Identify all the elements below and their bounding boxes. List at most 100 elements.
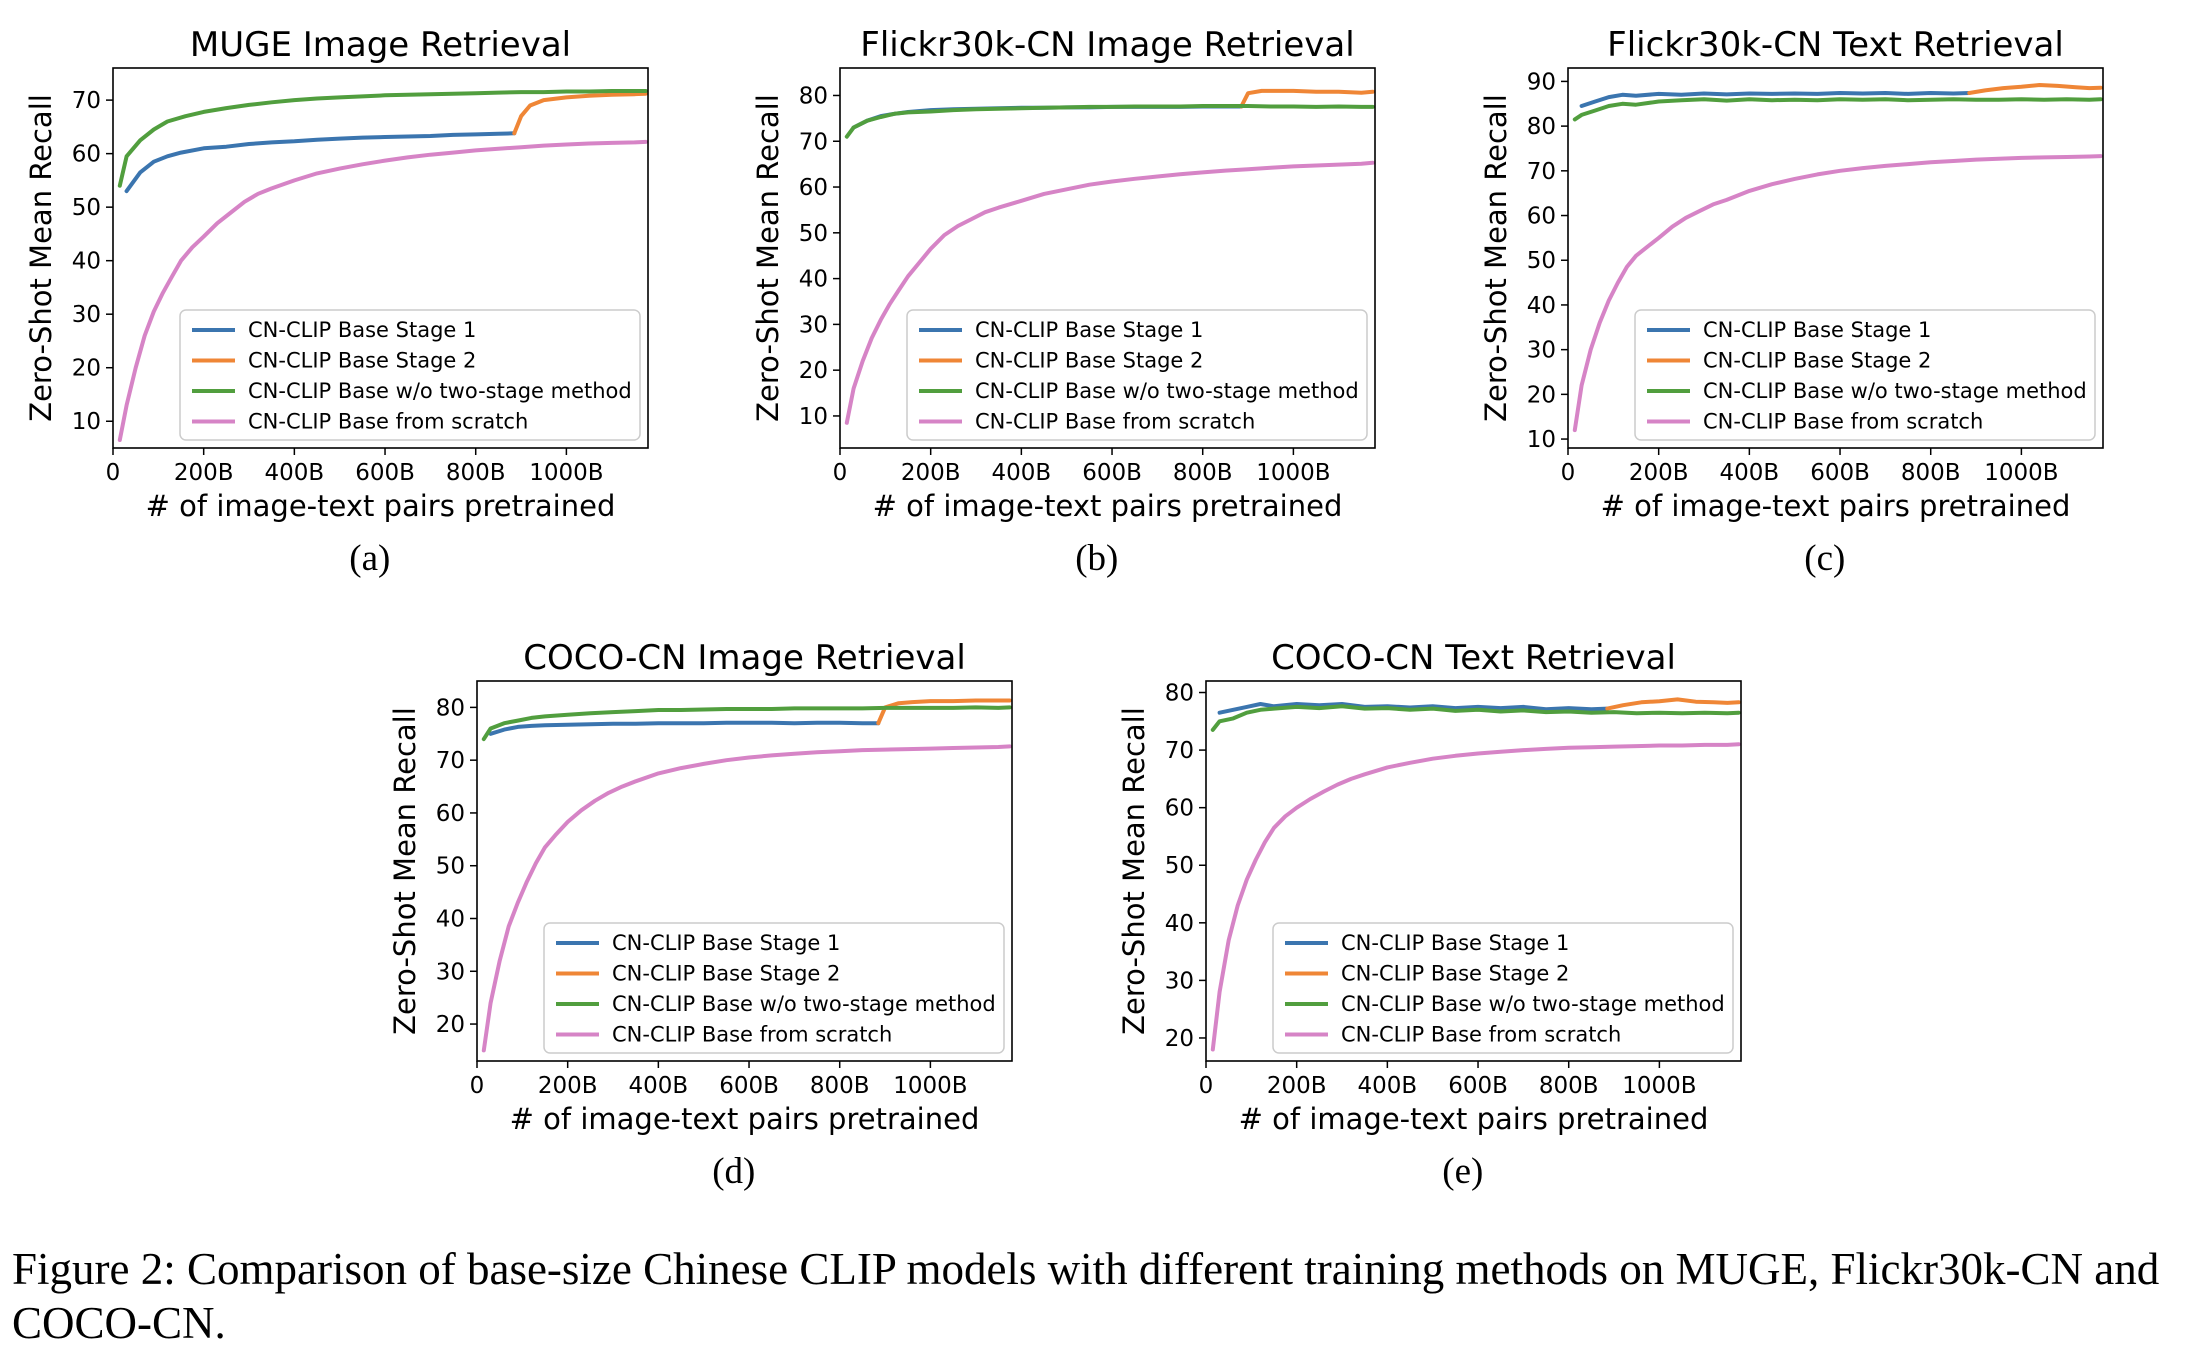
legend-label: CN-CLIP Base w/o two-stage method [1703,379,2087,403]
series-line [1572,154,2103,433]
x-tick-label: 800B [1173,460,1233,486]
chart-title: COCO-CN Image Retrieval [523,638,966,678]
y-tick-label: 10 [72,409,101,435]
y-tick-label: 10 [799,404,828,430]
x-tick-label: 600B [719,1073,779,1099]
legend: CN-CLIP Base Stage 1 CN-CLIP Base Stage 2… [1272,922,1734,1054]
y-tick-label: 50 [1165,853,1194,879]
x-axis-label: # of image-text pairs pretrained [1601,489,2071,523]
legend-label: CN-CLIP Base from scratch [1341,1023,1621,1047]
series-line [512,91,648,136]
series-line [1210,704,1741,732]
legend-label: CN-CLIP Base from scratch [975,410,1255,434]
x-tick-label: 0 [1561,460,1576,486]
x-tick-label: 0 [833,460,848,486]
plot-frame [476,680,1013,1062]
legend-label: CN-CLIP Base from scratch [248,410,528,434]
plot-frame [1205,680,1742,1062]
y-tick-label: 20 [1165,1026,1194,1052]
chart-title: MUGE Image Retrieval [190,25,571,65]
x-tick-label: 200B [1629,460,1689,486]
legend-label: CN-CLIP Base Stage 1 [248,318,476,342]
legend-label: CN-CLIP Base from scratch [612,1023,892,1047]
legend-box [1634,309,2096,441]
series-line [876,698,1012,726]
legend-label: CN-CLIP Base w/o two-stage method [612,992,996,1016]
chart-title: Flickr30k-CN Image Retrieval [860,25,1354,65]
x-tick-label: 600B [355,460,415,486]
x-tick-label: 600B [1082,460,1142,486]
plot-frame [112,67,649,449]
y-tick-label: 70 [1527,159,1556,185]
x-tick-label: 800B [1539,1073,1599,1099]
y-tick-label: 60 [72,142,101,168]
x-tick-label: 600B [1810,460,1870,486]
y-tick-label: 20 [799,358,828,384]
legend-box [1272,922,1734,1054]
chart-panel: 0 200B 400B 600B 800B 1000B 10 20 30 40 50 60 70 80 90… [1479,25,2104,579]
series-line [117,139,648,442]
y-axis-label: Zero-Shot Mean Recall [1117,707,1151,1035]
legend-label: CN-CLIP Base from scratch [1703,410,1983,434]
y-tick-label: 40 [72,249,101,275]
x-axis-label: # of image-text pairs pretrained [1239,1102,1709,1136]
y-tick-label: 70 [436,748,465,774]
panel-letter: (c) [1804,538,1845,579]
y-tick-label: 40 [436,907,465,933]
legend-label: CN-CLIP Base w/o two-stage method [975,379,1359,403]
series-line [481,744,1012,1053]
y-axis-label: Zero-Shot Mean Recall [388,707,422,1035]
legend-label: CN-CLIP Base w/o two-stage method [248,379,632,403]
series-line [1967,83,2103,95]
chart-panel: 0 200B 400B 600B 800B 1000B 20 30 40 50 60 70 80 COCO… [1117,638,1742,1192]
y-tick-label: 60 [436,801,465,827]
y-tick-label: 30 [799,312,828,338]
chart-panel: 0 200B 400B 600B 800B 1000B 10 20 30 40 50 60 70 MUGE… [24,25,649,579]
legend: CN-CLIP Base Stage 1 CN-CLIP Base Stage 2… [1634,309,2096,441]
plot-frame [839,67,1376,449]
series-line [117,89,648,188]
y-tick-label: 60 [1165,796,1194,822]
series-line [124,131,517,194]
y-tick-label: 30 [1165,968,1194,994]
y-axis-label: Zero-Shot Mean Recall [1479,94,1513,422]
chart-title: COCO-CN Text Retrieval [1271,638,1676,678]
y-tick-label: 90 [1527,69,1556,95]
y-tick-label: 80 [436,695,465,721]
y-tick-label: 60 [799,175,828,201]
y-axis-label: Zero-Shot Mean Recall [751,94,785,422]
x-tick-label: 0 [470,1073,485,1099]
y-tick-label: 30 [436,959,465,985]
series-line [1579,91,1972,108]
chart-panel: 0 200B 400B 600B 800B 1000B 10 20 30 40 50 60 70 80 Fl… [751,25,1376,579]
legend-label: CN-CLIP Base Stage 2 [612,962,840,986]
y-tick-label: 80 [1165,681,1194,707]
y-tick-label: 60 [1527,204,1556,230]
x-tick-label: 1000B [1256,460,1330,486]
y-tick-label: 30 [1527,338,1556,364]
x-axis-label: # of image-text pairs pretrained [873,489,1343,523]
x-tick-label: 0 [1199,1073,1214,1099]
x-tick-label: 800B [446,460,506,486]
y-tick-label: 40 [799,267,828,293]
y-tick-label: 70 [799,129,828,155]
legend-box [906,309,1368,441]
figure-caption: Figure 2: Comparison of base-size Chines… [12,1244,2160,1348]
legend: CN-CLIP Base Stage 1 CN-CLIP Base Stage 2… [543,922,1005,1054]
legend-label: CN-CLIP Base Stage 2 [975,349,1203,373]
series-line [481,705,1012,742]
x-axis-label: # of image-text pairs pretrained [146,489,616,523]
legend-label: CN-CLIP Base Stage 2 [1341,962,1569,986]
panel-letter: (b) [1075,538,1118,579]
x-tick-label: 400B [1720,460,1780,486]
x-tick-label: 1000B [529,460,603,486]
legend-box [179,309,641,441]
x-tick-label: 200B [538,1073,598,1099]
legend-label: CN-CLIP Base Stage 1 [612,931,840,955]
y-tick-label: 40 [1527,293,1556,319]
x-axis-label: # of image-text pairs pretrained [510,1102,980,1136]
x-tick-label: 400B [992,460,1052,486]
x-tick-label: 200B [901,460,961,486]
y-tick-label: 40 [1165,911,1194,937]
